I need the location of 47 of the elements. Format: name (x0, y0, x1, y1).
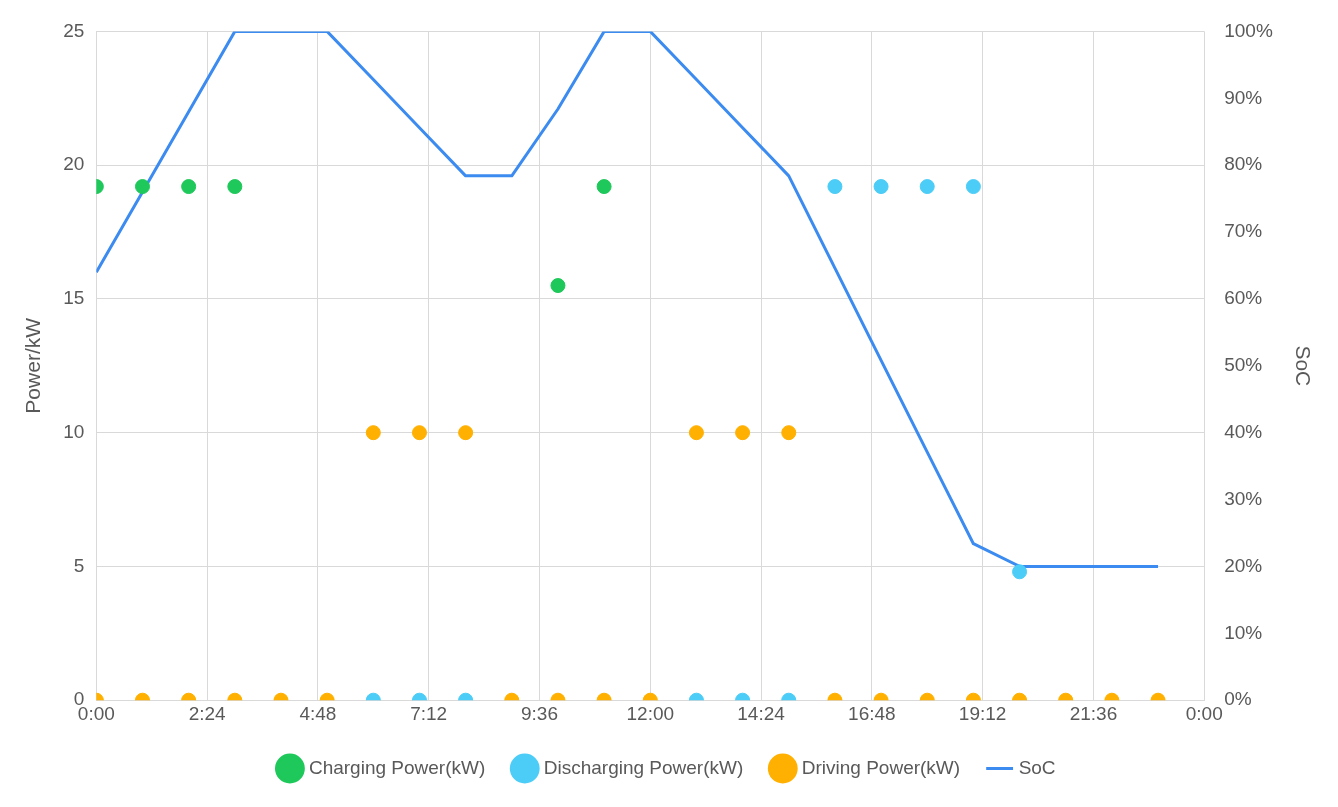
y2-tick-label: 70% (1224, 220, 1263, 242)
point (688, 425, 704, 441)
point (781, 425, 797, 441)
point (458, 425, 474, 441)
x-tick-label: 9:36 (520, 702, 558, 724)
point (965, 179, 981, 195)
y-tick-label: 10 (63, 420, 85, 442)
x-tick-label: 0:00 (1185, 702, 1223, 724)
y2-tick-label: 60% (1224, 287, 1263, 309)
point (919, 179, 935, 195)
point (227, 179, 243, 195)
x-tick-label: 12:00 (626, 702, 675, 724)
x-tick-label: 2:24 (188, 702, 227, 724)
y2-tick-label: 20% (1224, 554, 1263, 576)
y2-tick-label: 100% (1224, 19, 1273, 41)
y-tick-label: 25 (63, 19, 85, 41)
y-axis-title: Power/kW (21, 317, 45, 414)
x-tick-label: 14:24 (737, 702, 786, 724)
point (181, 179, 197, 195)
y2-tick-label: 0% (1224, 688, 1252, 710)
y2-tick-label: 80% (1224, 153, 1263, 175)
y2-tick-label: 40% (1224, 420, 1263, 442)
point (550, 278, 566, 294)
point (411, 425, 427, 441)
legend-label: Discharging Power(kW) (543, 756, 744, 778)
y2-axis-title: SoC (1291, 345, 1315, 387)
y2-tick-label: 30% (1224, 487, 1263, 509)
x-tick-label: 16:48 (848, 702, 896, 724)
x-tick-label: 21:36 (1069, 702, 1118, 724)
x-tick-label: 7:12 (410, 702, 448, 724)
point (827, 179, 843, 195)
x-tick-label: 19:12 (958, 702, 1007, 724)
y-tick-label: 20 (63, 153, 85, 175)
legend-label: Driving Power(kW) (801, 756, 961, 778)
legend-label: Charging Power(kW) (308, 756, 486, 778)
point (873, 179, 889, 195)
point (596, 179, 612, 195)
y-tick-label: 15 (63, 287, 85, 309)
y-tick-label: 5 (73, 554, 85, 576)
point (735, 425, 751, 441)
point (135, 179, 150, 195)
y2-tick-label: 10% (1224, 621, 1263, 643)
legend-label: SoC (1018, 756, 1056, 778)
point (365, 425, 381, 441)
y2-tick-label: 50% (1224, 354, 1263, 376)
x-tick-label: 4:48 (299, 702, 337, 724)
y2-tick-label: 90% (1224, 86, 1263, 108)
